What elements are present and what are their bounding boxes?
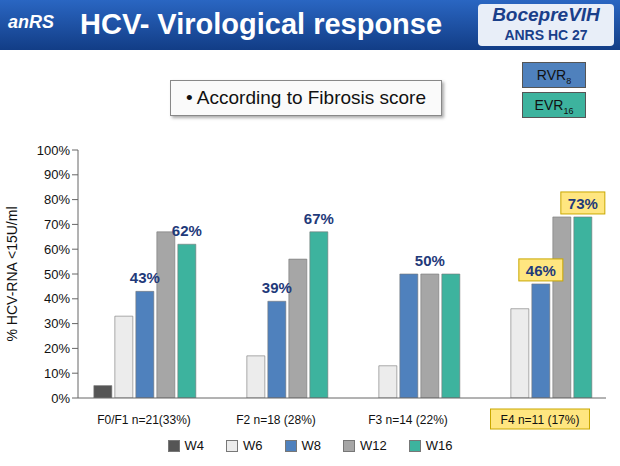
svg-text:70%: 70% bbox=[44, 217, 70, 232]
svg-text:50%: 50% bbox=[44, 267, 70, 282]
html-text:HCV- Virological response: HCV- Virological response bbox=[80, 8, 443, 40]
svg-text:73%: 73% bbox=[568, 195, 598, 212]
svg-text:10%: 10% bbox=[44, 366, 70, 381]
html-text:• According to Fibrosis score: • According to Fibrosis score bbox=[186, 87, 426, 108]
svg-text:0%: 0% bbox=[51, 391, 70, 406]
svg-text:60%: 60% bbox=[44, 242, 70, 257]
svg-text:67%: 67% bbox=[304, 210, 334, 227]
html-text:EVR16: EVR16 bbox=[534, 97, 574, 116]
svg-text:F2 n=18 (28%): F2 n=18 (28%) bbox=[236, 413, 316, 427]
html-text:RVR8: RVR8 bbox=[536, 67, 572, 86]
html-text:W12: W12 bbox=[360, 438, 387, 453]
svg-text:90%: 90% bbox=[44, 167, 70, 182]
html-text:W6: W6 bbox=[243, 438, 263, 453]
html-text:W16: W16 bbox=[425, 438, 453, 453]
svg-text:39%: 39% bbox=[262, 279, 292, 296]
svg-text:50%: 50% bbox=[415, 252, 445, 269]
svg-text:F3 n=14 (22%): F3 n=14 (22%) bbox=[368, 413, 448, 427]
svg-text:100%: 100% bbox=[37, 143, 71, 158]
html-text:BocepreVIH: BocepreVIH bbox=[492, 4, 600, 25]
svg-text:% HCV-RNA <15U/ml: % HCV-RNA <15U/ml bbox=[8, 207, 20, 342]
svg-text:80%: 80% bbox=[44, 192, 70, 207]
html-text:anRS: anRS bbox=[8, 12, 54, 32]
svg-text:30%: 30% bbox=[44, 316, 70, 331]
html-text:W8: W8 bbox=[301, 438, 321, 453]
html-text:W4: W4 bbox=[184, 438, 204, 453]
svg-text:46%: 46% bbox=[526, 262, 556, 279]
svg-text:43%: 43% bbox=[130, 269, 160, 286]
html-text:ANRS HC 27: ANRS HC 27 bbox=[504, 27, 588, 43]
svg-text:62%: 62% bbox=[172, 222, 202, 239]
svg-text:F0/F1 n=21(33%): F0/F1 n=21(33%) bbox=[97, 413, 191, 427]
svg-text:20%: 20% bbox=[44, 341, 70, 356]
svg-text:40%: 40% bbox=[44, 291, 70, 306]
svg-text:F4 n=11 (17%): F4 n=11 (17%) bbox=[501, 413, 580, 427]
